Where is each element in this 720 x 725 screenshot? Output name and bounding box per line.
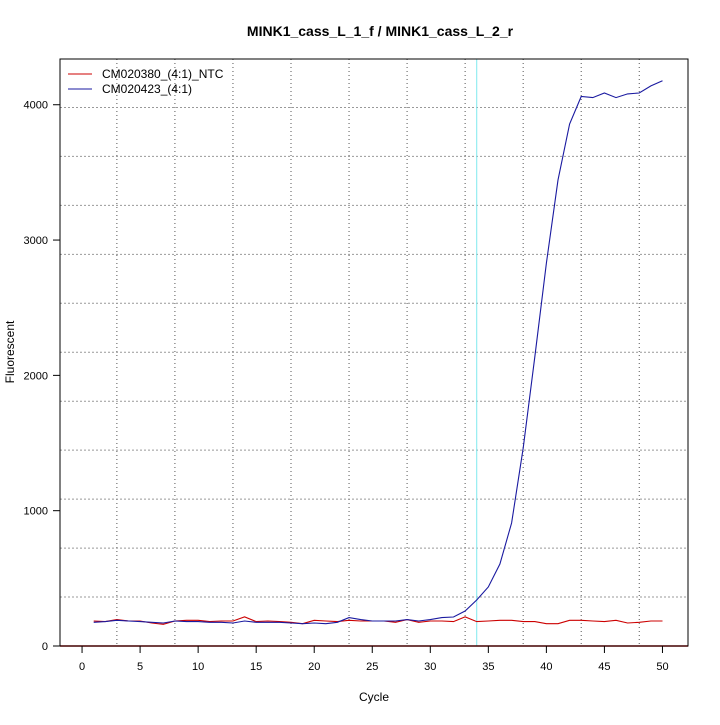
y-tick-label: 2000 [24, 370, 48, 382]
series-lines [60, 80, 688, 647]
series-line-1 [93, 80, 663, 625]
x-tick-label: 0 [79, 661, 85, 673]
y-tick-label: 4000 [24, 100, 48, 112]
x-tick-label: 10 [192, 661, 204, 673]
plot-frame [59, 58, 689, 647]
x-axis-label: Cycle [359, 690, 389, 704]
y-tick-label: 0 [42, 641, 48, 653]
y-tick-label: 1000 [24, 506, 48, 518]
x-tick-label: 35 [482, 661, 494, 673]
x-tick-label: 5 [137, 661, 143, 673]
x-tick-label: 45 [598, 661, 610, 673]
chart-title: MINK1_cass_L_1_f / MINK1_cass_L_2_r [247, 23, 514, 39]
x-tick-label: 20 [308, 661, 320, 673]
legend-label-ntc: CM020380_(4:1)_NTC [102, 67, 224, 81]
y-axis-label: Fluorescent [3, 320, 17, 383]
y-axis: 0 1000 2000 3000 4000 [24, 100, 60, 653]
x-tick-label: 40 [540, 661, 552, 673]
x-tick-label: 25 [366, 661, 378, 673]
x-tick-label: 30 [424, 661, 436, 673]
legend-label-sample: CM020423_(4:1) [102, 82, 192, 96]
legend: CM020380_(4:1)_NTC CM020423_(4:1) [68, 67, 224, 96]
x-axis: 0 5 10 15 20 25 30 35 40 45 50 [79, 646, 669, 673]
x-tick-label: 50 [656, 661, 668, 673]
x-tick-label: 15 [250, 661, 262, 673]
grid [60, 59, 688, 646]
y-tick-label: 3000 [24, 235, 48, 247]
